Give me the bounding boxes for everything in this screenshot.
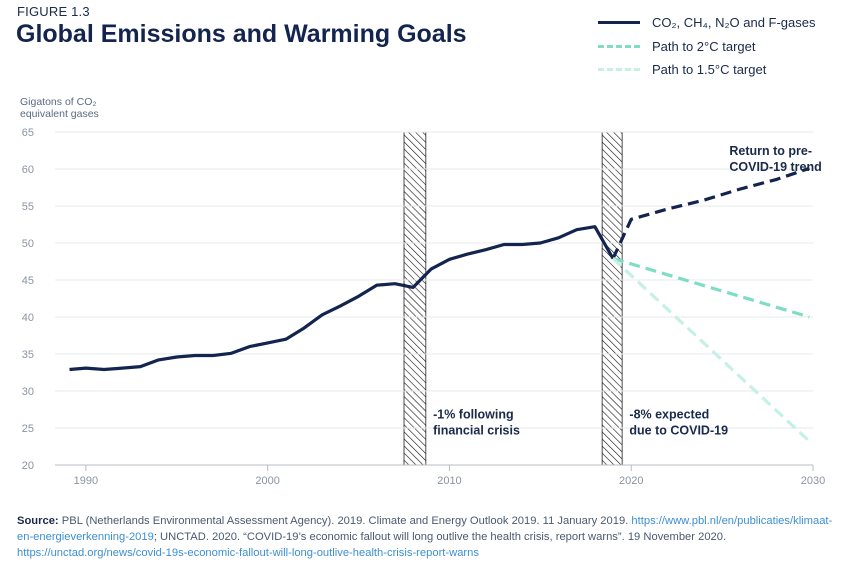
pre-covid-trend-annotation-line-0: Return to pre- <box>729 144 812 158</box>
legend-item-path-15c: Path to 1.5°C target <box>598 61 766 77</box>
y-tick-label-50: 50 <box>22 238 34 250</box>
legend-item-path-2c: Path to 2°C target <box>598 38 755 54</box>
legend-swatch-path-15c <box>598 67 640 71</box>
financial-crisis-band <box>403 131 427 466</box>
legend-swatch-path-2c <box>598 44 640 48</box>
series-line-0 <box>69 225 615 372</box>
figure-label: FIGURE 1.3 <box>17 4 90 19</box>
pre-covid-trend-annotation-line-1: COVID-19 trend <box>729 160 821 174</box>
covid-annotation: -8% expected due to COVID-19 <box>629 407 728 437</box>
x-tick-label-2010: 2010 <box>437 475 461 487</box>
financial-crisis-annotation: -1% following financial crisis <box>433 407 520 437</box>
pre-covid-trend-annotation: Return to pre- COVID-19 trend <box>729 144 821 174</box>
y-axis-label: Gigatons of CO₂ equivalent gases <box>20 96 99 120</box>
y-tick-label-25: 25 <box>22 423 34 435</box>
emissions-chart: 20 25 30 35 40 45 50 55 60 65 1990 2000 2010 2020 2030… <box>22 127 825 487</box>
x-tick-label-2030: 2030 <box>801 475 825 487</box>
y-tick-label-30: 30 <box>22 386 34 398</box>
financial-crisis-annotation-line-0: -1% following <box>433 407 514 421</box>
series-line-3 <box>611 257 811 443</box>
x-tick-label-2020: 2020 <box>619 475 643 487</box>
x-tick-label-1990: 1990 <box>74 475 98 487</box>
source-link-pbl[interactable]: https://www.pbl.nl/en/publicaties/klimaa… <box>17 515 833 543</box>
y-tick-label-20: 20 <box>22 460 34 472</box>
legend-swatch-historical <box>598 20 640 24</box>
source-text-2: ; UNCTAD. 2020. “COVID-19’s economic fal… <box>153 531 727 543</box>
series-line-1 <box>611 166 810 260</box>
source-text-1: PBL (Netherlands Environmental Assessmen… <box>58 515 632 527</box>
legend-label-path-15c: Path to 1.5°C target <box>652 61 767 77</box>
y-tick-label-40: 40 <box>22 312 34 324</box>
source-link-unctad[interactable]: https://unctad.org/news/covid-19s-econom… <box>17 547 479 559</box>
covid-annotation-line-1: due to COVID-19 <box>629 423 728 437</box>
y-tick-label-65: 65 <box>22 127 34 139</box>
y-tick-label-35: 35 <box>22 349 34 361</box>
legend-label-path-2c: Path to 2°C target <box>652 38 756 54</box>
legend-item-historical: CO₂, CH₄, N₂O and F-gases <box>598 14 816 30</box>
series-line-2 <box>612 256 810 319</box>
legend-label-historical: CO₂, CH₄, N₂O and F-gases <box>652 14 816 30</box>
source-label: Source: <box>17 515 59 527</box>
x-tick-label-2000: 2000 <box>255 475 279 487</box>
covid-band <box>601 131 623 466</box>
covid-annotation-line-0: -8% expected <box>629 407 709 421</box>
y-tick-label-60: 60 <box>22 164 34 176</box>
financial-crisis-annotation-line-1: financial crisis <box>433 423 520 437</box>
y-tick-label-45: 45 <box>22 275 34 287</box>
page-title: Global Emissions and Warming Goals <box>16 20 467 48</box>
y-tick-label-55: 55 <box>22 201 34 213</box>
source-note: Source: PBL (Netherlands Environmental A… <box>17 513 837 561</box>
